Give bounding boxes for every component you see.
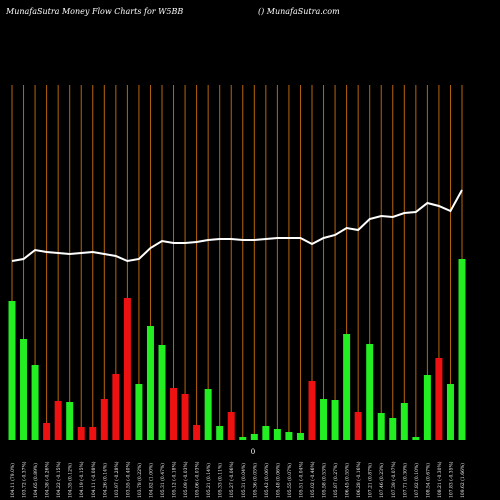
x-tick-label: 105.33 (0.11%) <box>217 463 224 498</box>
x-tick-label: 106.28 (-0.16%) <box>355 461 362 498</box>
bar <box>43 423 51 440</box>
chart-subtitle: () MunafaSutra.com <box>258 7 340 16</box>
x-tick-label: 105.31 (0.47%) <box>159 463 166 498</box>
x-tick-label: 104.38 (-0.26%) <box>44 461 51 498</box>
x-tick-label: 104.22 (-0.15%) <box>55 461 62 498</box>
x-tick-label: 105.48 (0.06%) <box>274 463 281 498</box>
x-tick-label: 105.87 (0.27%) <box>332 463 339 498</box>
bar <box>262 426 270 440</box>
x-tick-label: 106.45 (0.55%) <box>344 463 351 498</box>
x-tick-label: 109.62 (1.66%) <box>459 463 466 498</box>
x-tick-label: 104.82 (1.00%) <box>147 463 154 498</box>
bar <box>377 413 385 440</box>
bar <box>193 425 201 440</box>
x-tick-label: 107.21 (0.87%) <box>367 463 374 498</box>
bar <box>239 437 247 440</box>
bar <box>112 374 120 440</box>
bar <box>354 412 362 440</box>
bar <box>66 402 74 440</box>
bar <box>273 429 281 440</box>
bar <box>412 437 420 440</box>
bar <box>435 358 443 440</box>
x-tick-label: 105.27 (-0.06%) <box>228 461 235 498</box>
x-tick-label: 103.72 (-0.37%) <box>21 461 28 498</box>
bar <box>320 399 328 440</box>
bar <box>458 259 466 440</box>
x-tick-label: 105.36 (0.05%) <box>251 463 258 498</box>
bar <box>135 384 143 440</box>
x-tick-label: 104.26 (0.14%) <box>101 463 108 498</box>
x-tick-label: 104.35 (0.12%) <box>67 463 74 498</box>
bar <box>170 388 178 440</box>
x-tick-label: 105.02 (-0.46%) <box>309 461 316 498</box>
bar <box>400 403 408 440</box>
x-tick-label: 108.21 (-0.30%) <box>436 461 443 498</box>
x-tick-label: 107.82 (0.10%) <box>413 463 420 498</box>
x-tick-label: 105.55 (0.07%) <box>286 463 293 498</box>
bar <box>216 426 224 440</box>
bar <box>54 401 62 440</box>
chart-title: MunafaSutra Money Flow Charts for W5BB <box>5 7 183 16</box>
bar <box>296 433 304 440</box>
x-tick-label: 105.21 (0.14%) <box>205 463 212 498</box>
bar <box>308 381 316 440</box>
x-tick-label: 104.65 (0.89%) <box>32 463 39 498</box>
bar <box>250 434 258 440</box>
x-tick-label: 105.06 (-0.03%) <box>194 461 201 498</box>
bar <box>100 399 108 440</box>
bar <box>423 375 431 440</box>
bar <box>146 326 154 440</box>
zero-label: 0 <box>251 448 255 456</box>
bar <box>31 365 39 440</box>
x-tick-label: 103.97 (-0.28%) <box>113 461 120 498</box>
x-tick-label: 104.19 (-0.15%) <box>78 461 85 498</box>
bar <box>123 298 131 440</box>
bar <box>285 432 293 440</box>
bar <box>446 384 454 440</box>
x-tick-label: 105.09 (-0.03%) <box>182 461 189 498</box>
bar <box>158 345 166 440</box>
x-tick-label: 107.83 (-0.35%) <box>447 461 454 498</box>
x-tick-label: 104.11 (-0.08%) <box>90 461 97 498</box>
price-line <box>11 189 463 263</box>
bar <box>89 427 97 440</box>
x-tick-label: 107.71 (0.30%) <box>401 463 408 498</box>
x-tick-label: 107.46 (0.23%) <box>378 463 385 498</box>
bar <box>331 400 339 440</box>
x-tick-label: 105.31 (0.04%) <box>240 463 247 498</box>
x-tick-label: 107.39 (-0.07%) <box>390 461 397 498</box>
x-tick-label: 105.58 (0.53%) <box>321 463 328 498</box>
x-tick-label: 103.55 (-0.40%) <box>124 461 131 498</box>
bar <box>227 412 235 440</box>
x-tick-label: 103.78 (0.22%) <box>136 463 143 498</box>
x-tick-label: 108.54 (0.67%) <box>424 463 431 498</box>
bar <box>204 389 212 440</box>
bar <box>20 339 28 440</box>
bar <box>366 344 374 440</box>
bar <box>77 427 85 440</box>
x-tick-label: 105.12 (-0.18%) <box>171 461 178 498</box>
bar <box>8 301 16 440</box>
bar <box>343 334 351 440</box>
x-tick-label: 104.11 (79.0%) <box>9 463 16 498</box>
bar <box>389 418 397 440</box>
x-tick-label: 105.51 (-0.04%) <box>297 461 304 498</box>
bar <box>181 394 189 440</box>
x-tick-label: 105.42 (0.06%) <box>263 463 270 498</box>
